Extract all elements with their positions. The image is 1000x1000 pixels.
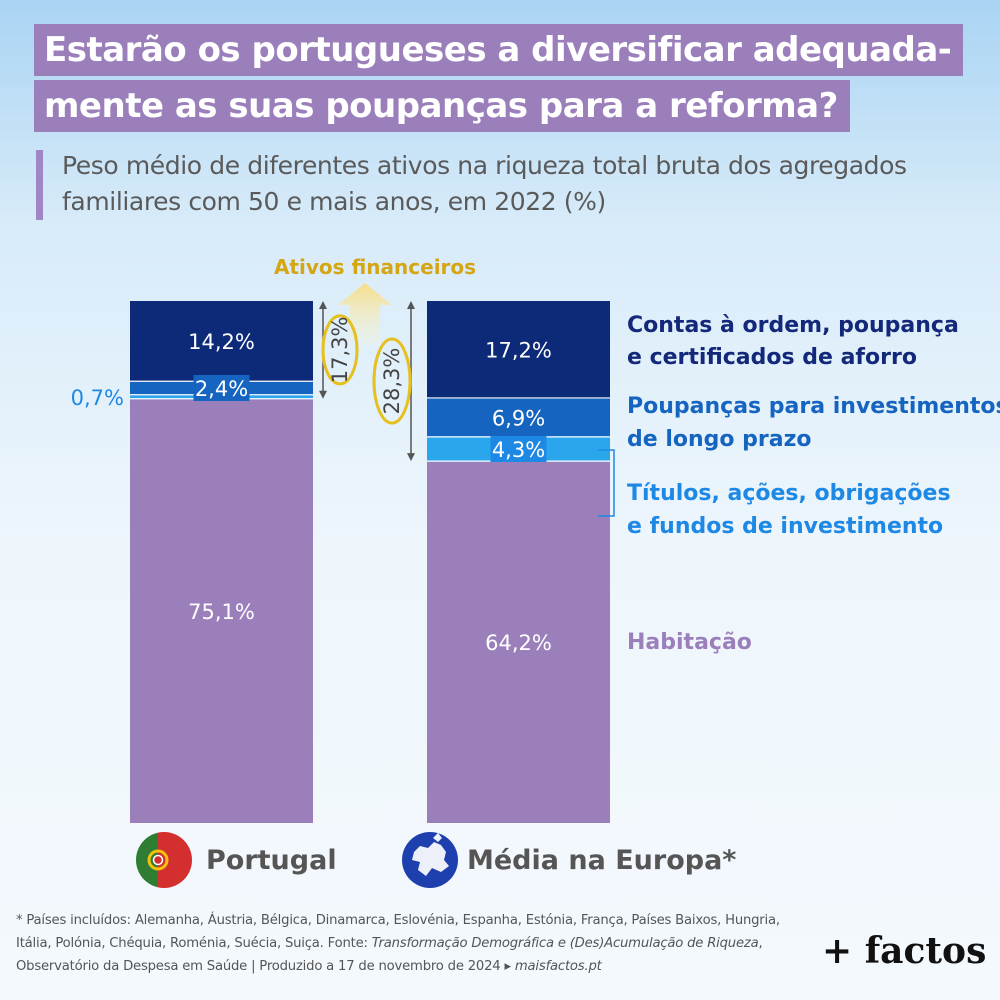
label-chip-portugal-poupancas (193, 375, 250, 401)
bar-segment-portugal-habitacao (130, 398, 313, 823)
legend-poupancas-line-2: de longo prazo (627, 427, 812, 452)
bar-segment-portugal-contas (130, 301, 313, 382)
country-label-portugal: Portugal (206, 845, 337, 876)
total-ring-europe (372, 337, 412, 425)
footnote-site-link[interactable]: maisfactos.pt (514, 959, 602, 974)
title-line-1: Estarão os portugueses a diversificar ad… (34, 24, 964, 76)
legend-habitacao: Habitação (627, 630, 752, 655)
footnote-text: * Países incluídos: Alemanha, Áustria, B… (16, 913, 780, 951)
bar-label-europe-contas: 17,2% (485, 338, 552, 362)
bar-segment-europe-contas (427, 301, 610, 399)
bar-label-portugal-contas: 14,2% (188, 330, 255, 354)
country-label-europe: Média na Europa* (467, 845, 737, 876)
legend-contas-line-2: e certificados de aforro (627, 345, 917, 370)
legend-poupancas-line-1: Poupanças para investimentos (627, 394, 1000, 419)
bar-label-europe-poupancas: 6,9% (492, 406, 545, 430)
total-ring-portugal (321, 314, 359, 386)
bar-segment-europe-poupancas (427, 397, 610, 438)
arrow-up-icon (338, 283, 392, 345)
footnote-source-title: Transformação Demográfica e (Des)Acumula… (371, 936, 759, 951)
title-line-2: mente as suas poupanças para a reforma? (34, 80, 850, 132)
group-label-ativos-financeiros: Ativos financeiros (274, 255, 476, 279)
subtitle-line-1: Peso médio de diferentes ativos na rique… (62, 151, 907, 180)
footnote-text-2: , Observatório da Despesa em Saúde | Pro… (16, 936, 763, 974)
legend-contas-line-1: Contas à ordem, poupança (627, 313, 959, 338)
bar-label-europe-habitacao: 64,2% (485, 631, 552, 655)
portugal-flag-icon (136, 832, 192, 888)
subtitle: Peso médio de diferentes ativos na rique… (62, 148, 922, 220)
bar-label-portugal-poupancas: 2,4% (195, 377, 248, 401)
legend-connector-titulos (598, 449, 615, 517)
europe-map-icon (402, 832, 458, 888)
subtitle-accent-bar (36, 150, 43, 220)
brand-logo: + factos (822, 930, 987, 972)
total-label-europe: 28,3% (380, 348, 404, 415)
bar-label-europe-titulos: 4,3% (492, 438, 545, 462)
bar-europe (427, 301, 610, 823)
bar-label-portugal-titulos: 0,7% (71, 386, 124, 410)
subtitle-line-2: familiares com 50 e mais anos, em 2022 (… (62, 187, 606, 216)
total-label-portugal: 17,3% (328, 317, 352, 384)
label-chip-europe-titulos (490, 435, 547, 462)
bar-segment-europe-habitacao (427, 461, 610, 823)
legend-titulos-line-1: Títulos, ações, obrigações (627, 481, 951, 506)
legend-titulos-line-2: e fundos de investimento (627, 514, 943, 539)
footnote: * Países incluídos: Alemanha, Áustria, B… (16, 909, 816, 978)
bar-label-portugal-habitacao: 75,1% (188, 600, 255, 624)
